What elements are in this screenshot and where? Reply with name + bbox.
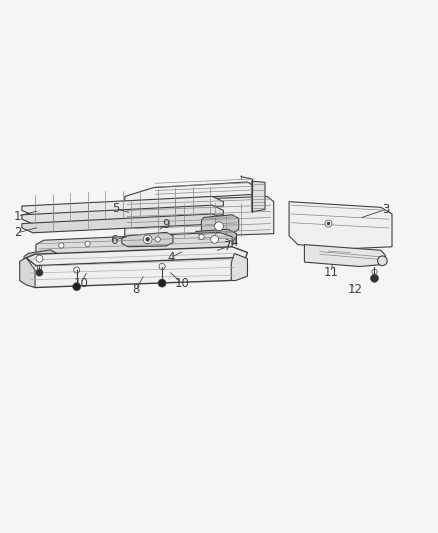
Text: 3: 3 — [382, 203, 389, 216]
Polygon shape — [201, 215, 239, 236]
Circle shape — [371, 274, 378, 282]
Circle shape — [325, 220, 332, 227]
Text: 5: 5 — [113, 202, 120, 215]
Circle shape — [158, 279, 166, 287]
Text: 1: 1 — [14, 209, 21, 223]
Text: 8: 8 — [132, 283, 139, 296]
Circle shape — [143, 235, 152, 244]
Circle shape — [73, 282, 81, 290]
Polygon shape — [20, 258, 35, 287]
Polygon shape — [125, 197, 274, 239]
Polygon shape — [304, 245, 385, 266]
Text: 12: 12 — [347, 283, 362, 296]
Circle shape — [36, 269, 43, 276]
Text: 10: 10 — [174, 277, 189, 289]
Circle shape — [36, 255, 43, 262]
Polygon shape — [252, 181, 265, 212]
Text: 11: 11 — [323, 265, 338, 279]
Text: 7: 7 — [224, 240, 232, 253]
Polygon shape — [26, 258, 246, 287]
Text: 6: 6 — [110, 233, 118, 247]
Circle shape — [211, 236, 219, 243]
Polygon shape — [125, 182, 256, 201]
Polygon shape — [36, 232, 232, 260]
Text: 4: 4 — [230, 236, 238, 249]
Circle shape — [378, 256, 387, 265]
Circle shape — [327, 222, 330, 225]
Text: 4: 4 — [167, 251, 175, 264]
Circle shape — [155, 237, 160, 242]
Text: 2: 2 — [14, 227, 21, 239]
Polygon shape — [24, 250, 57, 265]
Circle shape — [59, 243, 64, 248]
Text: 10: 10 — [74, 277, 88, 289]
Polygon shape — [22, 205, 223, 224]
Polygon shape — [289, 201, 392, 249]
Circle shape — [199, 234, 204, 239]
Polygon shape — [22, 197, 223, 215]
Text: 9: 9 — [162, 219, 170, 231]
Polygon shape — [193, 229, 237, 247]
Circle shape — [215, 222, 223, 231]
Polygon shape — [26, 247, 247, 270]
Polygon shape — [122, 232, 173, 247]
Polygon shape — [22, 214, 223, 233]
Circle shape — [146, 238, 149, 241]
Circle shape — [85, 241, 90, 246]
Polygon shape — [231, 253, 247, 280]
